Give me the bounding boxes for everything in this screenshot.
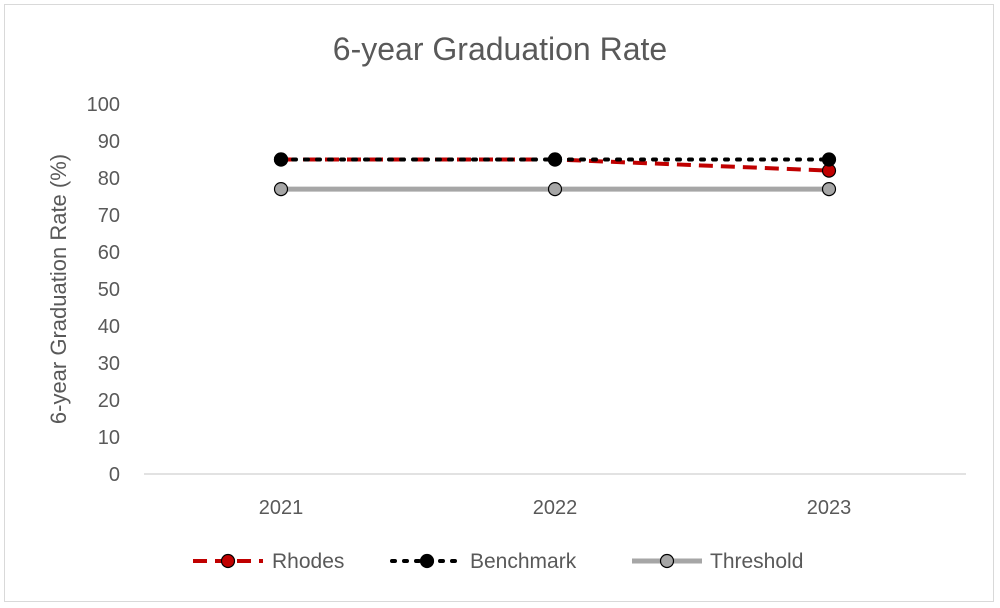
x-axis-ticks: 2021 2022 2023 [259, 497, 852, 519]
x-tick-label: 2022 [533, 497, 578, 519]
legend: Rhodes Benchmark Threshold [193, 550, 803, 573]
x-tick-label: 2023 [807, 497, 852, 519]
y-tick-label: 60 [98, 242, 120, 264]
data-point-threshold [547, 182, 563, 197]
legend-marker-threshold [659, 553, 675, 569]
x-tick-label: 2021 [259, 497, 304, 519]
y-tick-label: 70 [98, 205, 120, 227]
y-tick-label: 10 [98, 427, 120, 449]
legend-label-rhodes: Rhodes [272, 550, 344, 573]
y-axis-title: 6-year Graduation Rate (%) [46, 154, 71, 424]
legend-label-benchmark: Benchmark [470, 550, 577, 573]
data-point-benchmark [547, 152, 563, 167]
legend-marker-benchmark [419, 553, 435, 569]
data-point-benchmark [273, 152, 289, 167]
chart-frame [4, 4, 994, 602]
y-tick-label: 80 [98, 168, 120, 190]
y-tick-label: 100 [87, 94, 120, 116]
series-markers [273, 152, 837, 197]
y-tick-label: 0 [109, 464, 120, 486]
legend-marker-rhodes [220, 553, 236, 569]
legend-label-threshold: Threshold [710, 550, 803, 573]
y-axis-ticks: 0 10 20 30 40 50 60 70 80 90 100 [87, 94, 120, 486]
y-tick-label: 90 [98, 131, 120, 153]
y-tick-label: 20 [98, 390, 120, 412]
data-point-benchmark [821, 152, 837, 167]
y-tick-label: 40 [98, 316, 120, 338]
data-point-threshold [821, 182, 837, 197]
y-tick-label: 50 [98, 279, 120, 301]
y-tick-label: 30 [98, 353, 120, 375]
chart-title: 6-year Graduation Rate [333, 31, 667, 67]
data-point-threshold [273, 182, 289, 197]
